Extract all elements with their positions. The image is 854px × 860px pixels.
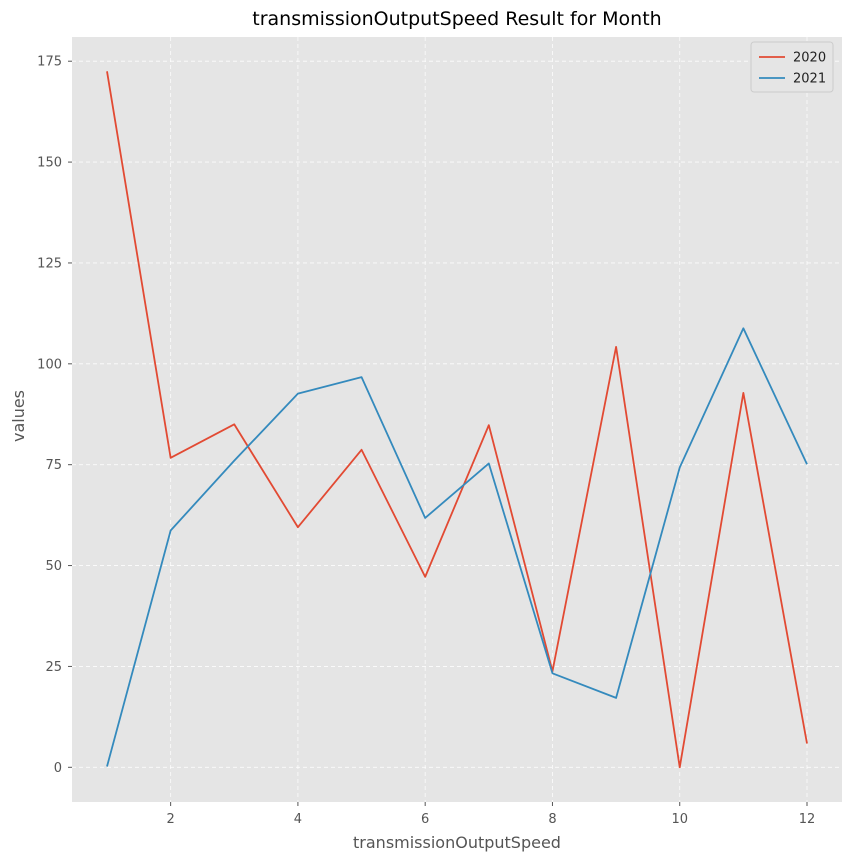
grid	[72, 37, 842, 802]
x-tick-label: 8	[548, 812, 556, 827]
x-axis-label: transmissionOutputSpeed	[353, 833, 561, 852]
x-tick-label: 12	[799, 812, 816, 827]
y-tick-label: 150	[37, 156, 62, 171]
legend-label: 2021	[793, 72, 826, 87]
x-tick-label: 4	[294, 812, 302, 827]
series-line-2020	[106, 71, 808, 769]
axis-ticks: 2 4 6 8 10 12 0 25 50 75 100 125 150 175	[37, 55, 815, 827]
y-tick-label: 25	[45, 660, 62, 675]
series-line-2021	[106, 327, 808, 767]
x-tick-label: 2	[166, 812, 174, 827]
x-tick-label: 6	[421, 812, 429, 827]
y-tick-label: 75	[45, 458, 62, 473]
chart-title: transmissionOutputSpeed Result for Month	[252, 8, 661, 30]
legend-box	[750, 41, 834, 93]
legend: 2020 2021	[750, 41, 834, 93]
legend-label: 2020	[793, 51, 826, 66]
y-tick-label: 0	[54, 761, 62, 776]
y-axis-label: values	[9, 390, 28, 442]
y-tick-label: 175	[37, 55, 62, 70]
plot-area	[72, 37, 842, 802]
y-tick-label: 100	[37, 357, 62, 372]
y-tick-label: 50	[45, 559, 62, 574]
series-lines	[106, 71, 808, 769]
y-tick-label: 125	[37, 256, 62, 271]
x-tick-label: 10	[671, 812, 688, 827]
